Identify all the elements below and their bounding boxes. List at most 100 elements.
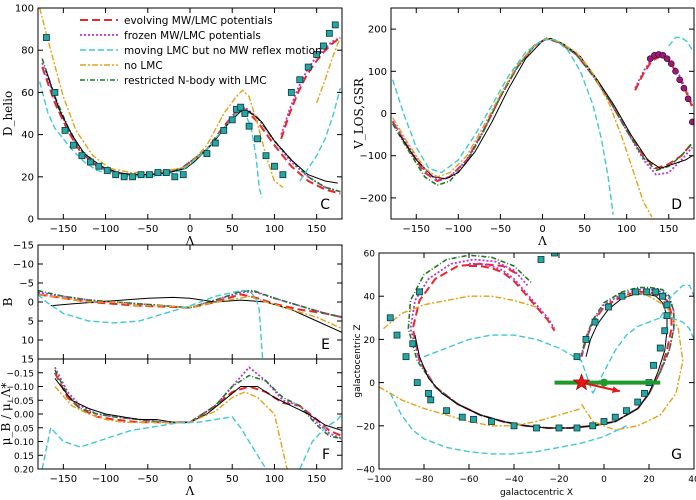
data-marker-square xyxy=(220,126,228,134)
x-tick-label: −100 xyxy=(445,224,472,235)
y-tick-label: −200 xyxy=(360,193,387,204)
x-tick-label: −150 xyxy=(403,224,430,235)
axes-frame xyxy=(390,7,695,220)
x-tick-label: −40 xyxy=(505,475,524,485)
panel-E: −15 −10 −5 0 5 10 15 B E xyxy=(1,241,343,366)
x-axis-label: Λ xyxy=(185,484,195,498)
series-moving-line xyxy=(592,317,694,394)
series-evolving-line xyxy=(54,372,342,437)
legend-label-evolving: evolving MW/LMC potentials xyxy=(124,15,273,27)
data-marker-square xyxy=(137,171,145,179)
x-tick-label: 100 xyxy=(265,474,284,485)
y-tick-label: −0.05 xyxy=(6,397,34,407)
data-marker-square xyxy=(634,398,642,406)
series-moving-line xyxy=(389,393,627,455)
series-nolmc-line xyxy=(580,291,684,431)
data-marker-square xyxy=(211,139,219,147)
plot-area xyxy=(38,289,342,359)
series-black-line xyxy=(585,293,668,394)
x-tick-label: 150 xyxy=(307,474,326,485)
data-marker-square xyxy=(296,76,304,84)
y-tick-label: 20 xyxy=(364,336,376,346)
data-marker-square xyxy=(304,63,312,71)
data-marker-circle xyxy=(684,95,692,103)
x-tick-label: 150 xyxy=(307,224,326,235)
x-tick-label: −60 xyxy=(460,475,479,485)
y-tick-label: 100 xyxy=(368,67,387,78)
data-marker-square xyxy=(659,292,666,300)
y-tick-label: 0.10 xyxy=(14,438,34,448)
y-tick-label: 40 xyxy=(364,293,376,303)
data-marker-square xyxy=(533,424,540,432)
x-tick-label: −80 xyxy=(415,475,434,485)
x-tick-label: 40 xyxy=(688,475,696,485)
data-marker-square xyxy=(254,135,261,143)
x-tick-label: 0 xyxy=(601,475,607,485)
legend-label-frozen: frozen MW/LMC potentials xyxy=(124,30,261,42)
axes-frame xyxy=(378,252,695,470)
data-marker-square xyxy=(409,340,417,348)
data-marker-square xyxy=(120,173,128,181)
axes-frame xyxy=(37,244,343,360)
x-tick-label: −150 xyxy=(50,474,77,485)
x-tick-label: −100 xyxy=(92,474,119,485)
panel-letter-E: E xyxy=(321,337,330,353)
series-moving-line xyxy=(299,413,342,469)
series-restricted-line xyxy=(38,289,342,318)
legend-label-nolmc: no LMC xyxy=(124,60,163,72)
data-marker-square xyxy=(287,89,295,96)
y-tick-label: 0 xyxy=(369,379,375,389)
panels-layer: −150 −100 −50 0 50 100 150020406080100ΛD_helio… xyxy=(0,4,696,499)
data-marker-circle xyxy=(663,55,671,62)
x-tick-label: 20 xyxy=(643,475,655,485)
x-tick-label: 0 xyxy=(187,474,193,485)
data-marker-square xyxy=(470,415,477,423)
series-restricted-line xyxy=(392,37,693,186)
data-marker-square xyxy=(237,103,245,111)
y-tick-label: −40 xyxy=(356,466,375,476)
data-marker-square xyxy=(112,171,120,179)
series-restricted-line xyxy=(580,286,675,394)
x-tick-label: 100 xyxy=(617,224,636,235)
series-black-line xyxy=(398,37,693,180)
data-marker-square xyxy=(179,171,187,179)
data-marker-square xyxy=(393,331,401,339)
data-marker-square xyxy=(386,314,394,322)
series-black-line xyxy=(45,71,338,184)
data-marker-square xyxy=(537,256,545,263)
y-tick-label: −0.15 xyxy=(6,369,34,379)
data-marker-square xyxy=(510,422,518,430)
plot-area xyxy=(41,366,342,469)
plot-area xyxy=(39,8,341,199)
data-marker-square xyxy=(313,51,321,58)
legend-label-restricted: restricted N-body with LMC xyxy=(124,75,267,87)
data-marker-square xyxy=(443,407,450,415)
y-tick-label: −5 xyxy=(19,279,34,290)
series-nolmc-line xyxy=(54,386,288,469)
y-axis-label: μ_B / μ_Λ* xyxy=(0,383,13,446)
y-axis-label: V_LOS,GSR xyxy=(352,77,366,150)
data-marker-square xyxy=(605,303,612,311)
y-axis-label: B xyxy=(1,297,15,306)
data-marker-square xyxy=(70,141,77,149)
data-marker-circle xyxy=(680,84,688,92)
y-tick-label: −0.10 xyxy=(6,383,34,393)
panel-G: −100 −80 −60 −40 −20 0 20 40 −40 −20 0 20 40 60 galact… xyxy=(353,250,696,499)
x-tick-label: 0 xyxy=(539,224,545,235)
y-tick-label: 0.15 xyxy=(14,452,34,462)
x-axis-label: Λ xyxy=(185,234,195,248)
data-marker-square xyxy=(51,89,59,96)
series-restricted-line xyxy=(407,254,650,429)
series-frozen-line xyxy=(469,262,556,330)
data-marker-square xyxy=(663,301,671,309)
y-tick-label: 100 xyxy=(15,4,34,15)
series-evolving-line xyxy=(411,262,650,429)
axes-frame xyxy=(37,358,343,470)
panel-C: −150 −100 −50 0 50 100 150 0 20 40 60 80 100 Λ D_helio… xyxy=(1,4,343,248)
series-frozen-line xyxy=(580,288,675,394)
x-axis-label: Λ xyxy=(537,234,547,248)
series-moving-line xyxy=(41,416,267,469)
y-tick-label: −20 xyxy=(356,422,375,432)
data-marker-square xyxy=(162,169,170,176)
